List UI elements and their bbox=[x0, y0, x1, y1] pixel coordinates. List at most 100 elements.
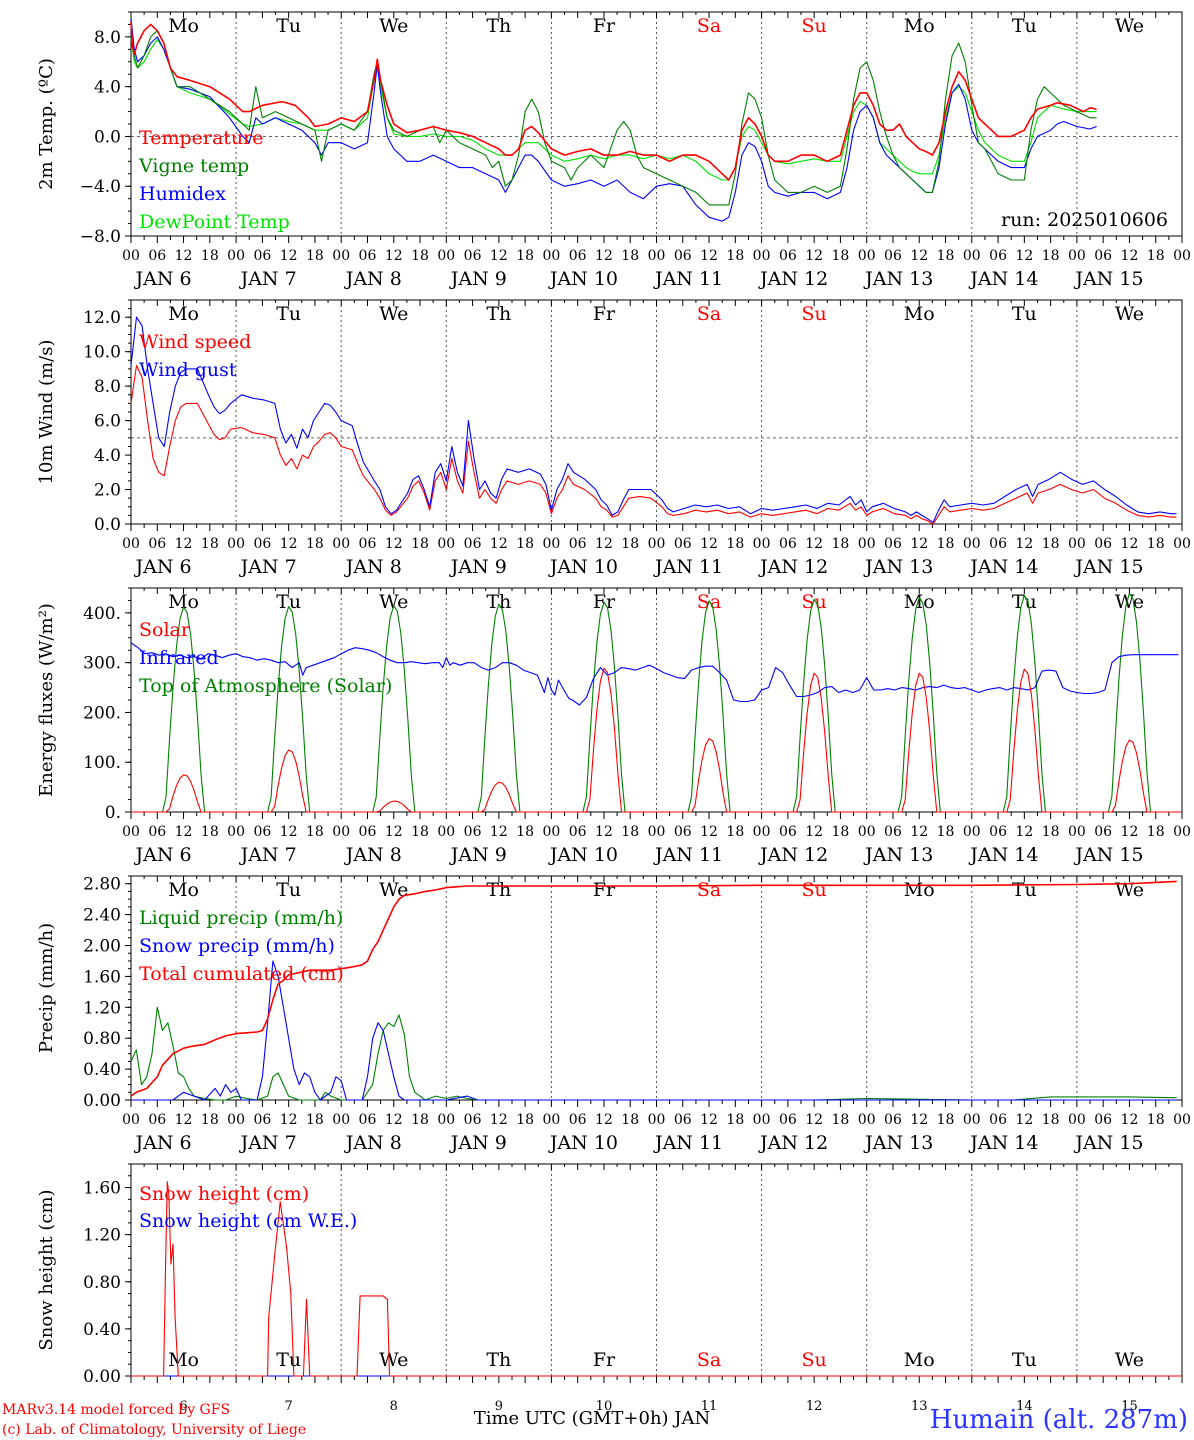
hour-label: 00 bbox=[753, 248, 771, 264]
hour-label: 00 bbox=[648, 248, 666, 264]
hour-label: 06 bbox=[884, 248, 902, 264]
hour-label: 12 bbox=[1015, 248, 1033, 264]
date-label: JAN 10 bbox=[548, 268, 618, 290]
hour-label: 12 bbox=[490, 536, 508, 552]
hour-label: 18 bbox=[726, 824, 744, 840]
panel-precip: 0.00 0.40 0.80 1.20 1.60 2.00 2.40 2.80 Precip (… bbox=[36, 875, 1191, 1154]
panel-temp: −8.0−4.00.04.08.02m Temp. (ºC)00 06 12 18JA… bbox=[36, 11, 1191, 290]
date-label: JAN 8 bbox=[344, 268, 402, 290]
weekday-label: We bbox=[379, 15, 408, 37]
hour-label: 00 bbox=[858, 536, 876, 552]
hour-label: 18 bbox=[1147, 824, 1165, 840]
weekday-label: Su bbox=[802, 591, 827, 613]
hour-label: 12 bbox=[280, 536, 298, 552]
hour-label: 18 bbox=[621, 824, 639, 840]
y-tick-label: 1.20 bbox=[83, 1226, 121, 1246]
hour-label: 12 bbox=[700, 248, 718, 264]
date-label: JAN 6 bbox=[134, 844, 192, 866]
hour-label: 06 bbox=[779, 1112, 797, 1128]
hour-label: 18 bbox=[937, 536, 955, 552]
day-number: 15 bbox=[1121, 1399, 1138, 1414]
y-tick-label: 100. bbox=[83, 753, 121, 773]
weekday-label: We bbox=[1115, 879, 1144, 901]
hour-label: 00 bbox=[542, 248, 560, 264]
hour-label: 12 bbox=[1121, 248, 1139, 264]
hour-label: 18 bbox=[516, 248, 534, 264]
station-name: Humain (alt. 287m) bbox=[930, 1405, 1188, 1435]
weekday-label: Fr bbox=[593, 1349, 616, 1371]
date-label: JAN 15 bbox=[1073, 556, 1143, 578]
date-label: JAN 12 bbox=[758, 556, 828, 578]
weekday-label: Tu bbox=[1012, 303, 1037, 325]
hour-label: 00 bbox=[122, 824, 140, 840]
y-tick-label: 2.0 bbox=[94, 481, 121, 501]
weekday-label: Tu bbox=[1012, 15, 1037, 37]
day-number: 9 bbox=[495, 1399, 503, 1414]
hour-label: 06 bbox=[989, 1112, 1007, 1128]
series-line-humidex bbox=[130, 18, 1097, 222]
y-tick-label: 2.00 bbox=[83, 937, 121, 957]
date-label: JAN 9 bbox=[449, 268, 507, 290]
y-tick-label: 10.0 bbox=[83, 343, 121, 363]
hour-label: 00 bbox=[858, 824, 876, 840]
weekday-label: Sa bbox=[697, 1349, 721, 1371]
weekday-label: Fr bbox=[593, 15, 616, 37]
hour-label: 00 bbox=[332, 248, 350, 264]
hour-label: 18 bbox=[621, 1112, 639, 1128]
hour-label: 18 bbox=[832, 248, 850, 264]
weekday-label: Su bbox=[802, 15, 827, 37]
hour-label: 12 bbox=[910, 824, 928, 840]
weekday-label: Th bbox=[486, 879, 511, 901]
model-credit: MARv3.14 model forced by GFS bbox=[2, 1402, 230, 1418]
hour-label: 18 bbox=[201, 824, 219, 840]
weekday-label: Mo bbox=[168, 1349, 199, 1371]
hour-label: 12 bbox=[700, 824, 718, 840]
hour-label: 00 bbox=[1068, 536, 1086, 552]
hour-label: 00 bbox=[963, 536, 981, 552]
date-label: JAN 14 bbox=[968, 268, 1038, 290]
hour-label: 12 bbox=[175, 248, 193, 264]
series-line-wind-gust bbox=[130, 316, 1177, 523]
date-label: JAN 12 bbox=[758, 1132, 828, 1154]
date-label: JAN 15 bbox=[1073, 844, 1143, 866]
y-tick-label: 0.00 bbox=[83, 1367, 121, 1387]
hour-label: 12 bbox=[175, 536, 193, 552]
hour-label: 00 bbox=[437, 824, 455, 840]
hour-label: 00 bbox=[648, 536, 666, 552]
hour-label: 18 bbox=[832, 824, 850, 840]
hour-label: 12 bbox=[595, 824, 613, 840]
y-tick-label: 1.60 bbox=[83, 967, 121, 987]
weekday-label: Sa bbox=[697, 303, 721, 325]
hour-label: 06 bbox=[148, 1112, 166, 1128]
hour-label: 00 bbox=[227, 536, 245, 552]
hour-label: 00 bbox=[437, 248, 455, 264]
date-label: JAN 11 bbox=[653, 844, 723, 866]
panel-flux: 0. 100. 200. 300. 400. Energy fluxes (W/m²) 00… bbox=[36, 587, 1191, 866]
hour-label: 06 bbox=[1094, 1112, 1112, 1128]
hour-label: 06 bbox=[779, 248, 797, 264]
hour-label: 18 bbox=[726, 1112, 744, 1128]
date-label: JAN 14 bbox=[968, 1132, 1038, 1154]
hour-label: 00 bbox=[648, 1112, 666, 1128]
hour-label: 12 bbox=[385, 824, 403, 840]
weekday-label: Tu bbox=[1012, 879, 1037, 901]
hour-label: 18 bbox=[621, 536, 639, 552]
y-tick-label: 1.60 bbox=[83, 1179, 121, 1199]
hour-label: 06 bbox=[148, 824, 166, 840]
y-tick-label: 2.40 bbox=[83, 906, 121, 926]
weekday-label: Tu bbox=[1012, 1349, 1037, 1371]
date-label: JAN 8 bbox=[344, 844, 402, 866]
legend-entry: Infrared bbox=[139, 647, 219, 669]
y-tick-label: 0.40 bbox=[83, 1060, 121, 1080]
weekday-label: We bbox=[379, 303, 408, 325]
hour-label: 18 bbox=[306, 1112, 324, 1128]
weekday-label: Fr bbox=[593, 303, 616, 325]
hour-label: 00 bbox=[332, 536, 350, 552]
hour-label: 06 bbox=[569, 824, 587, 840]
hour-label: 06 bbox=[674, 1112, 692, 1128]
hour-label: 06 bbox=[989, 536, 1007, 552]
date-label: JAN 8 bbox=[344, 1132, 402, 1154]
date-label: JAN 9 bbox=[449, 1132, 507, 1154]
y-tick-label: 4.0 bbox=[94, 446, 121, 466]
